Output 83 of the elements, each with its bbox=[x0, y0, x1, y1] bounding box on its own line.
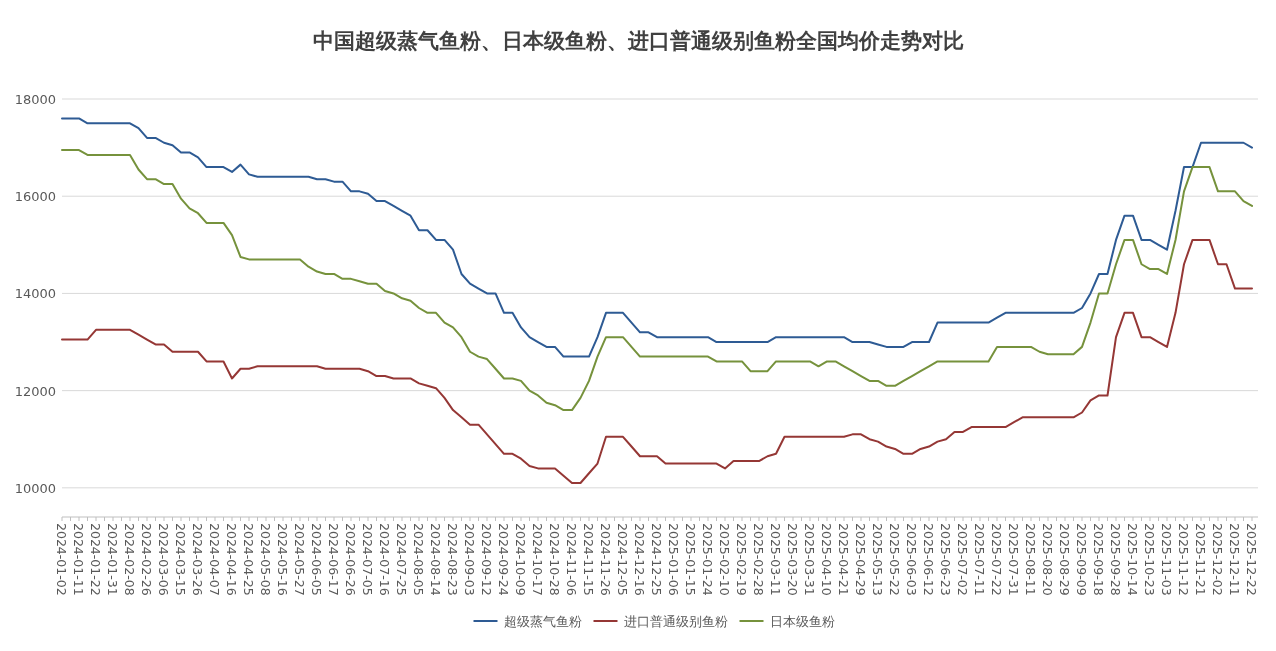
y-tick-label: 12000 bbox=[14, 383, 56, 399]
x-tick-label: 2025-01-24 bbox=[700, 523, 715, 596]
x-tick-label: 2024-07-16 bbox=[377, 523, 392, 596]
x-tick-label: 2025-11-21 bbox=[1193, 523, 1208, 596]
x-tick-label: 2024-06-05 bbox=[309, 523, 324, 596]
legend-label: 日本级鱼粉 bbox=[769, 614, 835, 629]
x-tick-label: 2024-01-11 bbox=[71, 523, 86, 596]
x-tick-label: 2024-01-31 bbox=[105, 523, 120, 596]
x-tick-label: 2025-09-09 bbox=[1074, 523, 1089, 596]
x-tick-label: 2025-02-19 bbox=[734, 523, 749, 596]
y-tick-label: 18000 bbox=[14, 92, 56, 107]
x-tick-label: 2025-01-15 bbox=[683, 523, 698, 596]
x-tick-label: 2024-09-12 bbox=[479, 523, 494, 596]
x-tick-label: 2024-04-25 bbox=[241, 523, 256, 596]
x-tick-label: 2024-05-08 bbox=[258, 523, 273, 596]
x-tick-label: 2025-04-29 bbox=[853, 523, 868, 596]
x-tick-label: 2024-03-06 bbox=[156, 523, 171, 596]
x-tick-label: 2025-12-11 bbox=[1227, 523, 1242, 596]
x-tick-label: 2024-11-26 bbox=[598, 523, 613, 596]
x-tick-label: 2024-06-17 bbox=[326, 523, 341, 596]
x-tick-label: 2024-09-03 bbox=[462, 523, 477, 596]
y-tick-label: 14000 bbox=[14, 286, 56, 302]
x-tick-label: 2024-08-14 bbox=[428, 523, 443, 596]
x-tick-label: 2025-10-23 bbox=[1142, 523, 1157, 596]
x-tick-label: 2025-11-12 bbox=[1176, 523, 1191, 596]
x-tick-label: 2025-06-03 bbox=[904, 523, 919, 596]
x-tick-label: 2024-01-02 bbox=[54, 523, 69, 596]
x-tick-label: 2024-08-23 bbox=[445, 523, 460, 596]
x-tick-label: 2025-08-29 bbox=[1057, 523, 1072, 596]
x-tick-label: 2024-03-26 bbox=[190, 523, 205, 596]
x-tick-label: 2024-07-05 bbox=[360, 523, 375, 596]
line-series bbox=[61, 117, 1253, 358]
x-tick-label: 2025-03-11 bbox=[768, 523, 783, 596]
line-series bbox=[61, 149, 1253, 412]
x-tick-label: 2024-07-25 bbox=[394, 523, 409, 596]
x-tick-label: 2024-11-15 bbox=[581, 523, 596, 596]
x-tick-label: 2025-07-31 bbox=[1006, 523, 1021, 596]
x-tick-label: 2025-05-22 bbox=[887, 523, 902, 596]
x-tick-label: 2025-04-10 bbox=[819, 523, 834, 596]
legend-label: 进口普通级别鱼粉 bbox=[623, 614, 728, 629]
line-series bbox=[61, 238, 1253, 484]
x-tick-label: 2024-08-05 bbox=[411, 523, 426, 596]
x-tick-label: 2025-09-18 bbox=[1091, 523, 1106, 596]
x-tick-label: 2025-06-12 bbox=[921, 523, 936, 596]
x-tick-label: 2024-02-08 bbox=[122, 523, 137, 596]
x-tick-label: 2024-05-27 bbox=[292, 523, 307, 596]
x-tick-label: 2024-10-17 bbox=[530, 523, 545, 596]
x-tick-label: 2024-03-15 bbox=[173, 523, 188, 596]
x-tick-label: 2025-12-02 bbox=[1210, 523, 1225, 596]
x-tick-label: 2024-04-07 bbox=[207, 523, 222, 596]
x-tick-label: 2024-06-26 bbox=[343, 523, 358, 596]
x-tick-label: 2025-10-14 bbox=[1125, 523, 1140, 596]
x-tick-label: 2024-12-16 bbox=[632, 523, 647, 596]
x-tick-label: 2025-05-13 bbox=[870, 523, 885, 596]
x-tick-label: 2024-11-06 bbox=[564, 523, 579, 596]
legend-label: 超级蒸气鱼粉 bbox=[503, 614, 582, 629]
x-tick-label: 2025-11-03 bbox=[1159, 523, 1174, 596]
x-tick-label: 2024-05-16 bbox=[275, 523, 290, 596]
x-tick-label: 2025-07-02 bbox=[955, 523, 970, 596]
chart-title: 中国超级蒸气鱼粉、日本级鱼粉、进口普通级别鱼粉全国均价走势对比 bbox=[312, 29, 964, 53]
x-tick-label: 2024-02-26 bbox=[139, 523, 154, 596]
x-tick-label: 2025-12-22 bbox=[1244, 523, 1259, 596]
x-tick-label: 2024-10-28 bbox=[547, 523, 562, 596]
x-tick-label: 2025-02-28 bbox=[751, 523, 766, 596]
x-tick-label: 2025-06-23 bbox=[938, 523, 953, 596]
x-tick-label: 2024-12-25 bbox=[649, 523, 664, 596]
x-tick-label: 2025-03-31 bbox=[802, 523, 817, 596]
x-tick-label: 2025-07-22 bbox=[989, 523, 1004, 596]
x-tick-label: 2024-04-16 bbox=[224, 523, 239, 596]
x-tick-label: 2025-01-06 bbox=[666, 523, 681, 596]
x-tick-label: 2024-01-22 bbox=[88, 523, 103, 596]
x-tick-label: 2025-09-28 bbox=[1108, 523, 1123, 596]
x-tick-label: 2025-08-20 bbox=[1040, 523, 1055, 596]
x-tick-label: 2025-08-11 bbox=[1023, 523, 1038, 596]
x-tick-label: 2024-10-09 bbox=[513, 523, 528, 596]
x-tick-label: 2025-02-10 bbox=[717, 523, 732, 596]
x-tick-label: 2024-12-05 bbox=[615, 523, 630, 596]
y-tick-label: 10000 bbox=[14, 480, 56, 496]
x-tick-label: 2024-09-24 bbox=[496, 523, 511, 596]
y-tick-label: 16000 bbox=[14, 189, 56, 205]
x-tick-label: 2025-07-11 bbox=[972, 523, 987, 596]
x-tick-label: 2025-04-21 bbox=[836, 523, 851, 596]
x-tick-label: 2025-03-20 bbox=[785, 523, 800, 596]
